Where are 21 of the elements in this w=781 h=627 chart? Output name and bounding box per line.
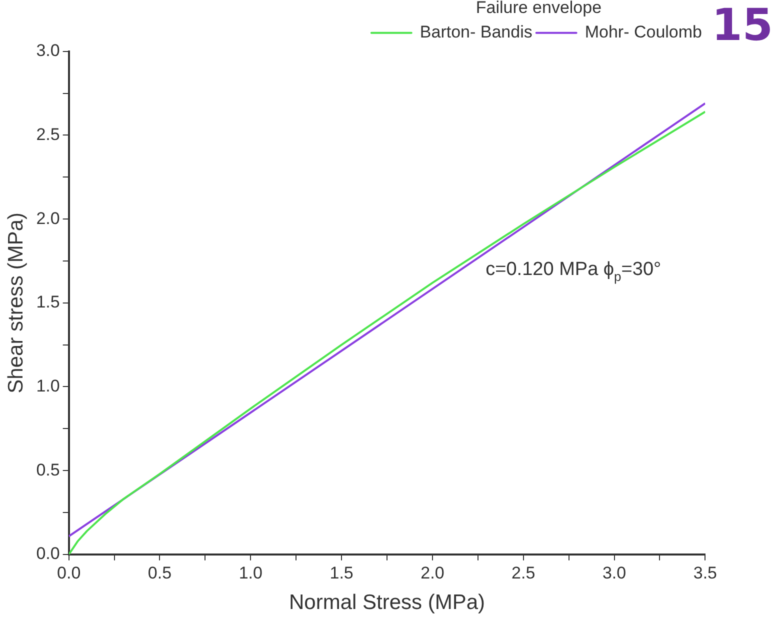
x-tick-label: 3.0 (602, 563, 626, 582)
y-tick-label: 0.5 (36, 460, 60, 480)
x-tick-label: 0.5 (148, 563, 172, 582)
y-tick-label: 1.0 (36, 376, 60, 396)
x-tick-label: 2.0 (420, 563, 444, 582)
y-tick-label: 0.0 (36, 544, 60, 564)
x-tick-label: 1.5 (330, 563, 354, 582)
legend-label: Mohr- Coulomb (584, 22, 702, 42)
x-tick-label: 0.0 (57, 563, 81, 582)
y-axis-title: Shear stress (MPa) (4, 212, 28, 394)
x-tick-label: 1.0 (238, 563, 262, 582)
legend-title: Failure envelope (476, 0, 602, 18)
y-tick-label: 3.0 (36, 41, 60, 60)
x-tick-label: 3.5 (693, 563, 718, 582)
x-axis-title: Normal Stress (MPa) (288, 591, 486, 614)
text: 15 (712, 0, 773, 51)
y-tick-label: 1.5 (36, 292, 60, 312)
y-tick-label: 2.0 (36, 208, 60, 228)
y-tick-label: 2.5 (36, 124, 60, 144)
x-tick-label: 2.5 (512, 563, 536, 582)
legend-label: Barton- Bandis (420, 22, 532, 42)
